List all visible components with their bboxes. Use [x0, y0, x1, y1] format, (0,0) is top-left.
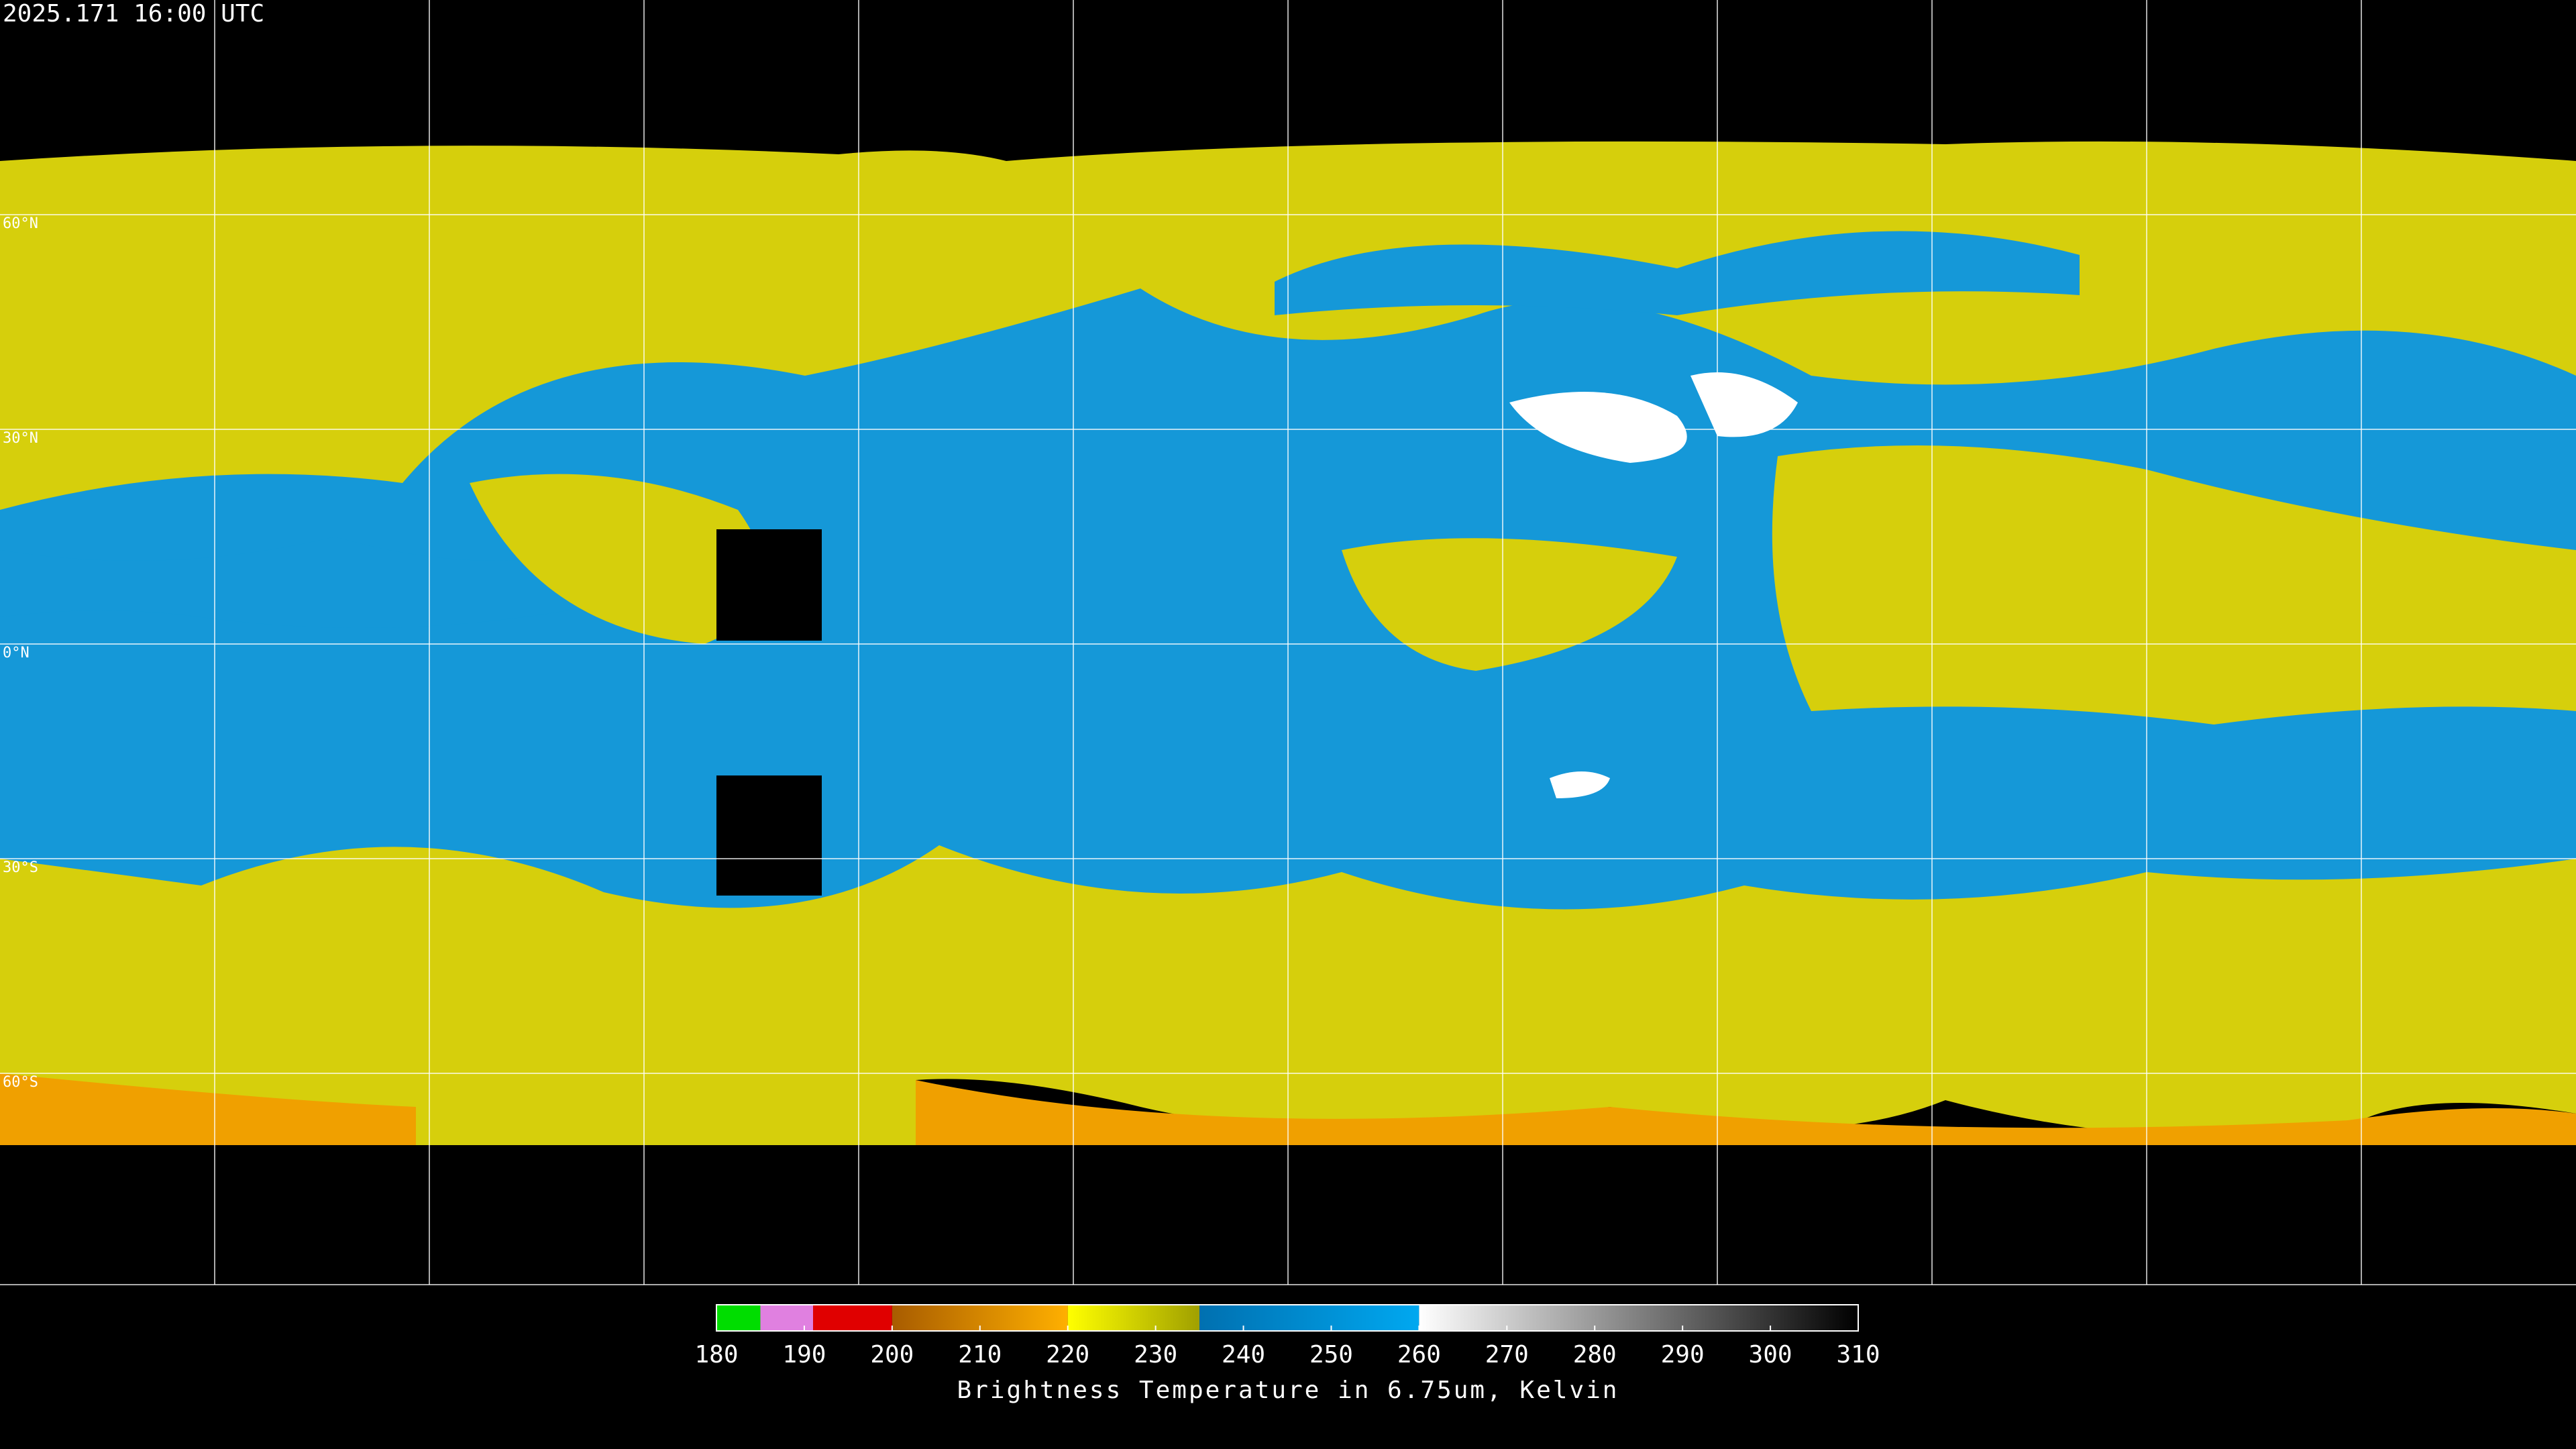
colorbar-segment	[813, 1305, 892, 1331]
cloud-free-blue	[1275, 231, 2080, 315]
convection	[470, 474, 765, 644]
colorbar-title: Brightness Temperature in 6.75um, Kelvin	[957, 1377, 1619, 1404]
colorbar-tick-label: 190	[782, 1341, 826, 1368]
lat-label: 30°S	[3, 859, 38, 876]
convection	[1342, 538, 1677, 671]
colorbar-tick-label: 270	[1485, 1341, 1529, 1368]
colorbar-tick-label: 240	[1222, 1341, 1265, 1368]
colorbar-segment	[760, 1305, 814, 1331]
colorbar-tick-label: 200	[870, 1341, 914, 1368]
missing-data	[716, 775, 822, 896]
meridians	[214, 0, 2362, 1285]
missing-data	[716, 529, 822, 641]
colorbar-tick-label: 310	[1836, 1341, 1880, 1368]
colorbar-segment	[1067, 1305, 1200, 1331]
colorbar-segment	[1419, 1305, 1858, 1331]
colorbar-segment	[1199, 1305, 1419, 1331]
lat-label: 0°N	[3, 645, 30, 661]
colorbar-tick-label: 280	[1573, 1341, 1617, 1368]
cloud-free-blue	[0, 537, 604, 628]
dry-patch	[1509, 392, 1687, 463]
dry-patch	[1550, 771, 1610, 798]
timestamp: 2025.171 16:00 UTC	[3, 0, 264, 28]
lat-label: 60°S	[3, 1074, 38, 1091]
colorbar-tick-label: 210	[958, 1341, 1002, 1368]
colorbar-tick-label: 260	[1397, 1341, 1441, 1368]
colorbar-segment	[716, 1305, 761, 1331]
colorbar-frame	[716, 1304, 1859, 1332]
colorbar: 180 190 200 210 220 230 240 250 260 270 280 290 300 3…	[694, 1304, 1880, 1368]
colorbar-tick-label: 180	[694, 1341, 738, 1368]
colorbar-tick-label: 300	[1749, 1341, 1792, 1368]
colorbar-tick-label: 230	[1134, 1341, 1177, 1368]
colorbar-tick-label: 220	[1046, 1341, 1089, 1368]
lat-label: 30°N	[3, 430, 38, 447]
colorbar-tick-label: 250	[1309, 1341, 1353, 1368]
lat-label: 60°N	[3, 215, 38, 232]
convection	[1772, 445, 2576, 724]
colorbar-tick-label: 290	[1661, 1341, 1705, 1368]
parallels: 60°N 30°N 0°N 30°S 60°S	[0, 214, 2576, 1091]
